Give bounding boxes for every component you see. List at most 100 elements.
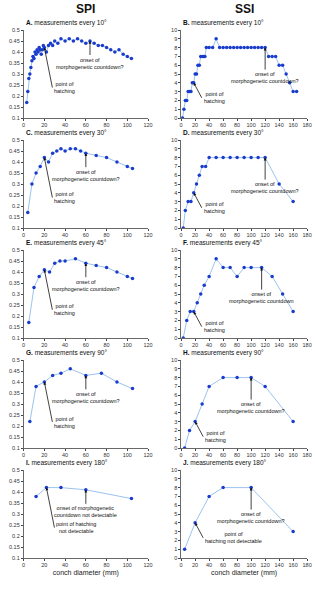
svg-text:120: 120 — [143, 232, 152, 238]
svg-text:180: 180 — [303, 342, 312, 348]
svg-text:0: 0 — [174, 225, 177, 231]
svg-text:80: 80 — [234, 342, 240, 348]
svg-text:onset of morphogeneticcountdow: onset of morphogeneticcountdown not dete… — [54, 505, 117, 518]
svg-text:0.25: 0.25 — [9, 522, 20, 528]
svg-text:3: 3 — [174, 89, 177, 95]
svg-text:0.1: 0.1 — [12, 115, 20, 121]
svg-text:0.3: 0.3 — [12, 71, 20, 77]
svg-text:1: 1 — [174, 326, 177, 332]
svg-text:100: 100 — [247, 452, 256, 458]
svg-text:6: 6 — [174, 392, 177, 398]
svg-text:180: 180 — [303, 122, 312, 128]
svg-text:0: 0 — [180, 342, 183, 348]
svg-text:conch diameter (mm): conch diameter (mm) — [53, 569, 119, 577]
svg-text:40: 40 — [62, 562, 68, 568]
svg-text:0.5: 0.5 — [12, 467, 20, 473]
svg-text:3: 3 — [174, 529, 177, 535]
svg-text:0.35: 0.35 — [9, 280, 20, 286]
svg-text:0.3: 0.3 — [12, 181, 20, 187]
svg-text:I. measurements every 180°: I. measurements every 180° — [26, 459, 108, 467]
svg-text:6: 6 — [174, 62, 177, 68]
svg-text:point ofhatching: point ofhatching — [54, 416, 75, 429]
svg-text:0.45: 0.45 — [9, 38, 20, 44]
svg-text:onset ofmorphogenetic countdow: onset ofmorphogenetic countdown? — [231, 181, 299, 194]
svg-text:0.45: 0.45 — [9, 478, 20, 484]
svg-text:0.15: 0.15 — [9, 544, 20, 550]
svg-text:7: 7 — [174, 273, 177, 279]
svg-text:60: 60 — [220, 232, 226, 238]
svg-text:40: 40 — [62, 342, 68, 348]
svg-text:0.4: 0.4 — [12, 159, 20, 165]
svg-text:40: 40 — [206, 122, 212, 128]
svg-text:point ofhatching: point ofhatching — [205, 430, 226, 443]
svg-text:60: 60 — [83, 562, 89, 568]
svg-text:80: 80 — [234, 562, 240, 568]
svg-text:0.4: 0.4 — [12, 489, 20, 495]
svg-text:onset ofmorphogenetic countdow: onset ofmorphogenetic countdown? — [52, 169, 120, 182]
svg-text:9: 9 — [174, 256, 177, 262]
svg-text:9: 9 — [174, 146, 177, 152]
svg-text:0.2: 0.2 — [12, 93, 20, 99]
svg-text:0.35: 0.35 — [9, 170, 20, 176]
svg-text:0: 0 — [22, 342, 25, 348]
svg-text:10: 10 — [171, 27, 177, 33]
svg-text:8: 8 — [174, 45, 177, 51]
svg-text:0.45: 0.45 — [9, 148, 20, 154]
svg-text:0: 0 — [174, 115, 177, 121]
svg-text:D. measurements every 30°: D. measurements every 30° — [183, 129, 264, 137]
svg-text:8: 8 — [174, 485, 177, 491]
svg-text:1: 1 — [174, 216, 177, 222]
svg-text:4: 4 — [174, 80, 177, 86]
svg-text:20: 20 — [41, 122, 47, 128]
svg-text:2: 2 — [174, 317, 177, 323]
svg-text:160: 160 — [289, 452, 298, 458]
svg-text:2: 2 — [174, 427, 177, 433]
svg-text:180: 180 — [303, 232, 312, 238]
svg-text:0: 0 — [22, 452, 25, 458]
svg-text:40: 40 — [62, 452, 68, 458]
svg-text:10: 10 — [171, 357, 177, 363]
svg-text:onset ofmorphogenetic countdow: onset ofmorphogenetic countdown? — [217, 401, 285, 414]
svg-text:0.25: 0.25 — [9, 82, 20, 88]
svg-text:140: 140 — [275, 342, 284, 348]
svg-text:4: 4 — [174, 190, 177, 196]
svg-text:1: 1 — [174, 546, 177, 552]
svg-text:9: 9 — [174, 476, 177, 482]
svg-text:100: 100 — [123, 122, 132, 128]
svg-text:0.2: 0.2 — [12, 313, 20, 319]
svg-text:60: 60 — [220, 122, 226, 128]
svg-text:9: 9 — [174, 366, 177, 372]
svg-text:0: 0 — [22, 562, 25, 568]
svg-text:120: 120 — [143, 122, 152, 128]
svg-text:40: 40 — [62, 232, 68, 238]
svg-text:120: 120 — [261, 342, 270, 348]
svg-text:6: 6 — [174, 282, 177, 288]
svg-text:80: 80 — [234, 232, 240, 238]
svg-text:120: 120 — [261, 232, 270, 238]
svg-text:0: 0 — [174, 445, 177, 451]
svg-text:100: 100 — [247, 122, 256, 128]
svg-text:0.3: 0.3 — [12, 291, 20, 297]
svg-text:H. measurements every 90°: H. measurements every 90° — [183, 349, 264, 357]
svg-text:0.4: 0.4 — [12, 49, 20, 55]
svg-text:4: 4 — [174, 410, 177, 416]
svg-text:0.5: 0.5 — [12, 137, 20, 143]
svg-text:5: 5 — [174, 71, 177, 77]
svg-text:0.35: 0.35 — [9, 390, 20, 396]
svg-text:0.4: 0.4 — [12, 379, 20, 385]
svg-text:80: 80 — [104, 562, 110, 568]
svg-text:onset ofmorphogenetic countdow: onset ofmorphogenetic countdown? — [56, 57, 124, 70]
svg-text:3: 3 — [174, 419, 177, 425]
svg-text:120: 120 — [261, 122, 270, 128]
svg-text:80: 80 — [234, 122, 240, 128]
svg-text:5: 5 — [174, 511, 177, 517]
svg-text:60: 60 — [220, 452, 226, 458]
svg-text:0.45: 0.45 — [9, 258, 20, 264]
svg-text:20: 20 — [192, 342, 198, 348]
svg-text:0: 0 — [22, 232, 25, 238]
svg-text:120: 120 — [143, 562, 152, 568]
svg-text:0.5: 0.5 — [12, 357, 20, 363]
svg-text:20: 20 — [192, 232, 198, 238]
svg-text:B. measurements every 10°: B. measurements every 10° — [183, 19, 264, 27]
svg-text:100: 100 — [123, 452, 132, 458]
